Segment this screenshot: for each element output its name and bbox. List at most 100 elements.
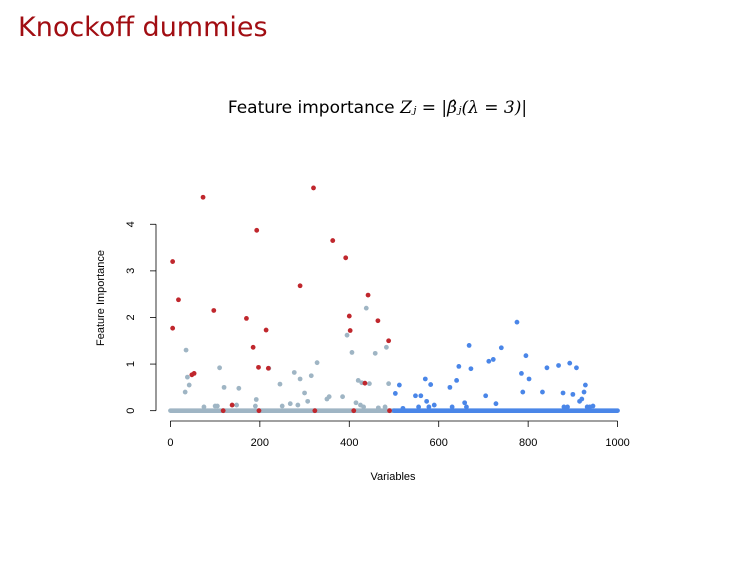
point-knockoff (567, 360, 573, 366)
point-knockoff (519, 370, 524, 376)
chart-axes: 0 200 400 600 800 1000 0 1 2 3 4 (125, 221, 630, 449)
point-signal (170, 259, 176, 264)
y-axis-label: Feature Importance (95, 250, 107, 346)
point-signal (347, 328, 353, 333)
point-knockoff (520, 389, 526, 395)
point-knockoff (447, 384, 453, 390)
point-null_original (217, 365, 223, 371)
point-signal (312, 408, 318, 414)
point-knockoff (428, 382, 434, 387)
point-null_original (314, 360, 320, 366)
point-signal (265, 365, 271, 371)
point-knockoff (392, 391, 398, 396)
x-tick-label: 0 (167, 437, 173, 449)
point-knockoff (400, 405, 406, 411)
point-null_original (355, 377, 361, 383)
point-knockoff (565, 404, 570, 410)
point-signal (256, 364, 261, 370)
point-null_original (252, 403, 258, 409)
point-null_original (185, 374, 190, 380)
point-null_original (372, 350, 378, 356)
point-null_original (253, 397, 259, 402)
y-tick-label: 3 (125, 268, 137, 274)
point-knockoff (570, 391, 576, 397)
point-knockoff (544, 365, 550, 371)
x-tick-label: 1000 (605, 437, 629, 449)
point-signal (191, 370, 197, 376)
point-knockoff (490, 357, 496, 362)
point-knockoff (449, 404, 455, 410)
slide-title: Knockoff dummies (18, 12, 268, 43)
point-knockoff (560, 390, 566, 396)
point-knockoff (561, 404, 567, 410)
point-signal (244, 316, 249, 321)
x-tick-label: 800 (519, 437, 537, 449)
point-knockoff (431, 402, 437, 408)
point-null_original (186, 382, 192, 388)
point-knockoff (523, 353, 529, 359)
point-signal (229, 402, 235, 408)
y-tick-label: 1 (125, 361, 137, 367)
point-knockoff (424, 398, 430, 404)
point-knockoff (468, 366, 474, 372)
point-knockoff (582, 382, 588, 388)
point-knockoff (454, 377, 460, 383)
point-null_original (297, 376, 303, 382)
point-knockoff (486, 358, 492, 364)
point-null_original (326, 394, 332, 400)
point-knockoff (579, 396, 585, 402)
point-signal (220, 408, 226, 414)
point-knockoff (498, 345, 504, 351)
point-knockoff (462, 400, 468, 406)
point-knockoff (396, 382, 402, 388)
point-null_original (182, 389, 188, 395)
point-knockoff (581, 389, 587, 395)
point-knockoff (426, 404, 432, 410)
y-tick-label: 4 (125, 221, 137, 227)
point-null_original (383, 344, 389, 350)
point-null_original (236, 385, 242, 391)
point-signal (170, 325, 176, 331)
point-signal (200, 194, 206, 200)
point-null_original (349, 350, 355, 355)
chart-title-text: Feature importance (227, 98, 401, 118)
point-knockoff (590, 403, 596, 409)
point-knockoff (466, 343, 472, 348)
point-signal (387, 408, 392, 414)
point-knockoff (574, 365, 579, 371)
y-tick-label: 0 (125, 408, 137, 414)
point-knockoff (456, 364, 462, 369)
point-knockoff (493, 401, 499, 407)
point-knockoff (556, 363, 561, 368)
point-null_original (353, 400, 359, 406)
point-null_original (344, 332, 350, 338)
point-null_original (183, 347, 189, 353)
point-null_original (214, 403, 220, 409)
point-signal (365, 292, 371, 298)
point-knockoff (413, 393, 418, 399)
point-null_original (386, 381, 392, 387)
point-signal (297, 283, 303, 289)
point-null_original (308, 373, 314, 379)
x-tick-label: 400 (340, 437, 358, 449)
point-signal (311, 185, 316, 191)
point-null_original (305, 398, 311, 404)
point-null_original (201, 404, 207, 410)
point-null_original (221, 384, 227, 390)
point-signal (211, 308, 217, 313)
point-signal (346, 313, 352, 319)
chart-points (170, 185, 596, 414)
point-null_original (287, 401, 293, 407)
point-knockoff (514, 319, 520, 325)
point-signal (330, 238, 336, 243)
y-tick-label: 2 (125, 314, 137, 320)
point-signal (176, 297, 181, 303)
point-signal (351, 408, 357, 414)
point-null_original (340, 394, 345, 400)
point-null_original (277, 381, 283, 387)
point-signal (362, 380, 368, 386)
point-signal (256, 408, 262, 414)
point-knockoff (464, 404, 469, 410)
point-null_original (375, 405, 381, 411)
